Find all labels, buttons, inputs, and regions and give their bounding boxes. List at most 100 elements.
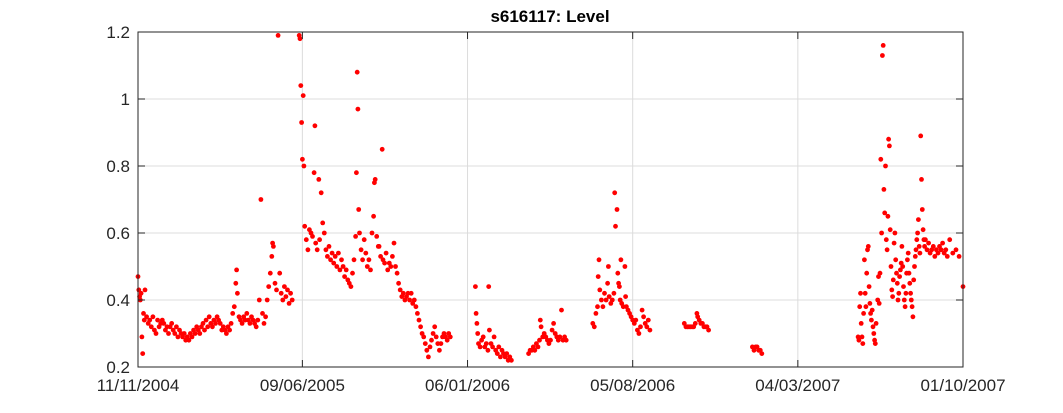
x-tick-label: 04/03/2007 <box>755 376 840 395</box>
x-tick-label: 05/08/2006 <box>590 376 675 395</box>
data-point <box>372 177 378 182</box>
data-point <box>258 197 264 202</box>
data-point <box>606 294 612 299</box>
data-point <box>140 351 146 356</box>
data-point <box>913 247 919 253</box>
data-point <box>595 304 600 310</box>
data-point <box>329 250 335 256</box>
data-point <box>909 304 915 310</box>
data-point <box>858 321 864 326</box>
data-point <box>321 230 327 236</box>
data-point <box>924 247 930 253</box>
data-point <box>300 93 306 98</box>
data-point <box>342 274 347 279</box>
data-point <box>504 351 510 356</box>
data-point <box>316 177 322 182</box>
data-point <box>883 237 889 243</box>
data-point <box>606 264 611 269</box>
data-point <box>940 240 945 246</box>
data-point <box>354 69 360 75</box>
data-point <box>318 190 324 196</box>
data-point <box>645 317 651 323</box>
data-point <box>692 321 698 326</box>
data-point <box>899 244 905 249</box>
data-point <box>559 307 564 313</box>
data-point <box>873 321 879 326</box>
data-point <box>299 120 304 125</box>
data-point <box>340 264 346 269</box>
data-point <box>915 230 920 236</box>
data-point <box>244 311 250 316</box>
data-point <box>867 301 873 306</box>
data-point <box>537 337 542 343</box>
data-point <box>366 257 372 263</box>
data-point <box>288 290 293 296</box>
data-point <box>397 287 403 293</box>
data-point <box>759 351 765 356</box>
data-point <box>496 344 502 350</box>
data-point <box>172 331 178 336</box>
data-point <box>877 270 883 276</box>
data-point <box>261 321 267 326</box>
data-point <box>260 311 265 316</box>
data-point <box>486 284 492 289</box>
x-tick-label: 09/06/2005 <box>260 376 345 395</box>
data-point <box>862 290 868 296</box>
data-point <box>181 331 187 336</box>
data-point <box>487 327 492 333</box>
data-point <box>314 247 320 253</box>
data-point <box>860 341 866 346</box>
data-point <box>861 311 866 316</box>
data-point <box>310 234 315 239</box>
data-point <box>312 123 318 129</box>
data-point <box>891 240 897 246</box>
data-point <box>895 297 901 303</box>
data-point <box>917 250 923 256</box>
data-point <box>935 250 941 256</box>
data-point <box>930 244 936 249</box>
data-point <box>920 227 926 233</box>
data-point <box>908 290 913 296</box>
data-point <box>356 207 362 212</box>
data-point <box>593 311 599 316</box>
data-point <box>485 347 491 353</box>
data-point <box>148 324 154 330</box>
data-point <box>644 324 650 330</box>
data-point <box>473 284 478 289</box>
data-point <box>432 324 438 330</box>
data-point <box>390 254 395 259</box>
data-point <box>224 331 229 336</box>
data-point <box>597 287 603 293</box>
data-point <box>910 314 916 320</box>
data-point <box>882 210 888 216</box>
data-point <box>339 257 344 263</box>
data-point <box>905 250 911 256</box>
data-point <box>491 334 497 340</box>
data-point <box>901 297 907 303</box>
data-point <box>883 163 888 169</box>
data-point <box>609 297 615 303</box>
data-point <box>275 33 281 38</box>
data-point <box>424 347 430 353</box>
data-point <box>407 297 412 303</box>
data-point <box>615 270 621 276</box>
data-point <box>938 247 944 253</box>
data-point <box>174 324 179 330</box>
data-point <box>896 290 902 296</box>
data-point <box>334 264 340 269</box>
data-point <box>600 304 606 310</box>
data-point <box>532 347 538 353</box>
data-point <box>186 337 192 343</box>
data-point <box>396 280 401 286</box>
data-point <box>923 237 928 243</box>
data-point <box>150 314 156 320</box>
data-point <box>911 277 917 283</box>
data-point <box>331 260 337 266</box>
data-point <box>350 270 355 276</box>
data-point <box>364 264 370 269</box>
data-point <box>932 254 938 259</box>
data-point <box>272 280 278 286</box>
data-point <box>865 244 871 249</box>
data-point <box>337 267 343 273</box>
data-point <box>147 317 153 323</box>
